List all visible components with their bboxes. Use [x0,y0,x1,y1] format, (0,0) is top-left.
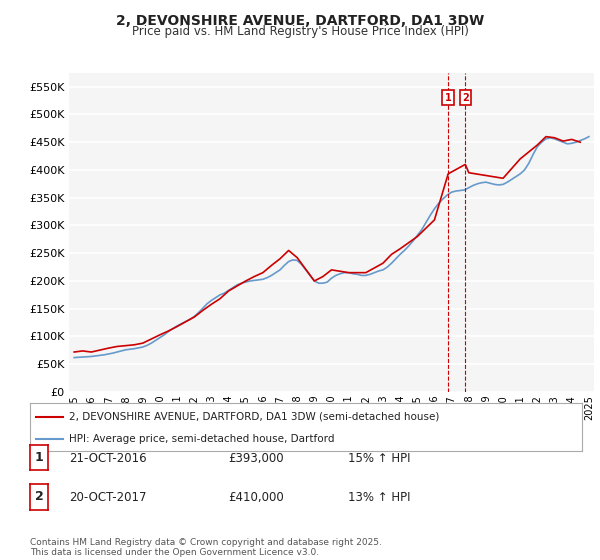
Text: Contains HM Land Registry data © Crown copyright and database right 2025.
This d: Contains HM Land Registry data © Crown c… [30,538,382,557]
Text: £410,000: £410,000 [228,491,284,504]
Text: 1: 1 [445,93,452,103]
Text: 2, DEVONSHIRE AVENUE, DARTFORD, DA1 3DW: 2, DEVONSHIRE AVENUE, DARTFORD, DA1 3DW [116,14,484,28]
Text: 13% ↑ HPI: 13% ↑ HPI [348,491,410,504]
Text: 2: 2 [35,491,43,503]
Text: 20-OCT-2017: 20-OCT-2017 [69,491,146,504]
Text: 2: 2 [462,93,469,103]
Text: 15% ↑ HPI: 15% ↑ HPI [348,451,410,465]
Text: 1: 1 [35,451,43,464]
Text: 2, DEVONSHIRE AVENUE, DARTFORD, DA1 3DW (semi-detached house): 2, DEVONSHIRE AVENUE, DARTFORD, DA1 3DW … [68,412,439,422]
Text: Price paid vs. HM Land Registry's House Price Index (HPI): Price paid vs. HM Land Registry's House … [131,25,469,38]
Text: £393,000: £393,000 [228,451,284,465]
Text: HPI: Average price, semi-detached house, Dartford: HPI: Average price, semi-detached house,… [68,434,334,444]
Text: 21-OCT-2016: 21-OCT-2016 [69,451,146,465]
